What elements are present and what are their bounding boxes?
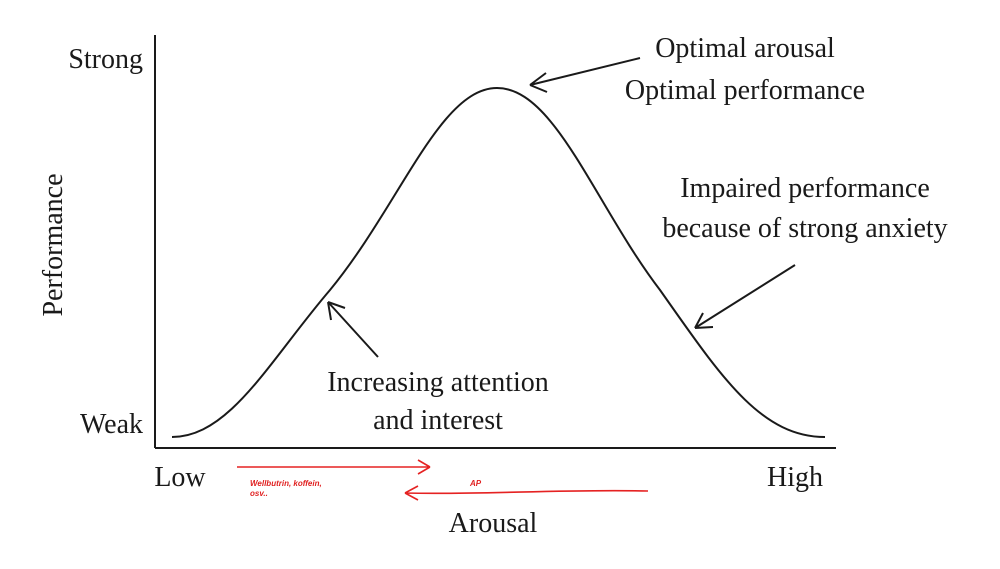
y-bottom-label: Weak	[80, 409, 143, 440]
arrow	[694, 264, 796, 329]
arrow	[529, 57, 641, 93]
arrow	[327, 301, 379, 358]
annotation: and interest	[373, 405, 503, 436]
annotation: Optimal arousal	[655, 33, 835, 64]
red-arrow	[404, 485, 649, 501]
handwritten-note: AP	[469, 479, 482, 488]
x-left-label: Low	[154, 462, 206, 493]
annotation: Increasing attention	[327, 367, 549, 398]
x-right-label: High	[767, 462, 823, 493]
annotation: Optimal performance	[625, 75, 865, 106]
x-axis-label: Arousal	[449, 508, 538, 539]
y-axis-label: Performance	[38, 173, 69, 316]
performance-curve	[171, 86, 826, 438]
y-top-label: Strong	[68, 44, 143, 75]
handwritten-note: osv..	[250, 489, 268, 498]
annotation: Impaired performance	[680, 173, 930, 204]
handwritten-note: Wellbutrin, koffein,	[250, 479, 322, 488]
red-arrow	[237, 459, 431, 475]
annotation: because of strong anxiety	[662, 213, 947, 244]
